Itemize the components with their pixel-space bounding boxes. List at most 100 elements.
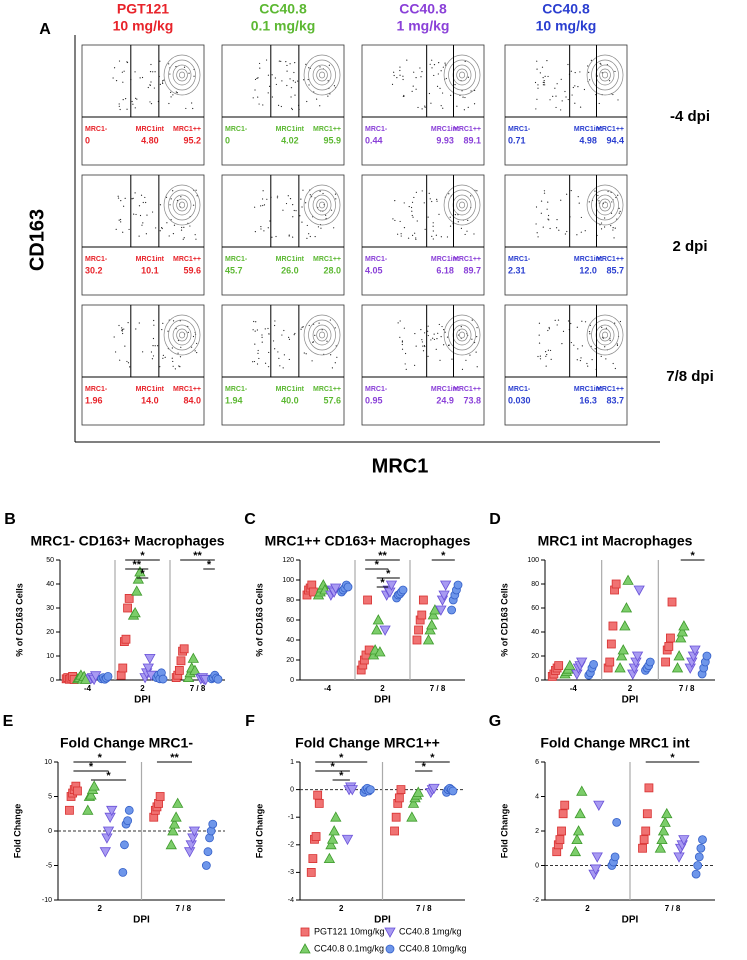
- y-tick-label: -2: [288, 842, 294, 849]
- y-tick-label: 0: [50, 677, 54, 684]
- event-dot: [140, 194, 143, 196]
- contour: [456, 198, 468, 212]
- gate-label: MRC1++: [173, 256, 201, 263]
- contour: [308, 189, 336, 221]
- gate-percentage: 1.96: [85, 395, 103, 405]
- event-dot: [427, 334, 429, 337]
- event-dot: [467, 219, 469, 221]
- event-dot: [403, 327, 405, 329]
- data-point: [691, 869, 701, 879]
- legend-label: CC40.8 10mg/kg: [399, 943, 467, 953]
- gate-label: MRC1-: [85, 256, 108, 263]
- contour: [591, 189, 619, 221]
- event-dot: [185, 107, 187, 110]
- event-dot: [443, 329, 445, 331]
- event-dot: [301, 206, 303, 208]
- event-dot: [142, 222, 144, 224]
- data-point: [172, 797, 184, 808]
- event-dot: [276, 195, 279, 197]
- event-dot: [172, 365, 174, 367]
- event-dot: [576, 234, 578, 236]
- contour: [303, 54, 341, 96]
- data-point: [120, 840, 129, 850]
- gate-percentage: 85.7: [606, 265, 624, 275]
- gate-label: MRC1++: [313, 256, 341, 263]
- y-tick-label: -4: [288, 897, 294, 904]
- event-dot: [427, 216, 429, 218]
- event-dot: [539, 355, 541, 357]
- event-dot: [560, 109, 562, 111]
- data-point: [313, 790, 323, 800]
- event-dot: [264, 362, 267, 364]
- event-dot: [132, 197, 134, 199]
- gate-label: MRC1int: [574, 126, 603, 133]
- event-dot: [549, 227, 551, 230]
- chart-title: Fold Change MRC1-: [60, 735, 193, 751]
- contour: [312, 64, 332, 86]
- event-dot: [546, 60, 548, 62]
- event-dot: [424, 106, 426, 108]
- event-dot: [258, 62, 261, 65]
- data-point: [341, 834, 354, 846]
- x-tick-label: 2: [339, 904, 344, 913]
- event-dot: [183, 237, 185, 239]
- data-point: [299, 943, 311, 954]
- data-point: [407, 797, 420, 808]
- event-dot: [118, 324, 120, 327]
- event-dot: [131, 198, 133, 200]
- x-axis-label: MRC1: [372, 455, 429, 477]
- event-dot: [334, 193, 337, 195]
- event-dot: [540, 200, 543, 202]
- event-dot: [440, 236, 442, 238]
- contour: [163, 314, 201, 356]
- event-dot: [152, 355, 155, 357]
- gate-percentage: 24.9: [436, 395, 454, 405]
- legend-label: PGT121 10mg/kg: [314, 926, 385, 936]
- significance-label: *: [140, 550, 145, 562]
- gate-percentage: 30.2: [85, 265, 103, 275]
- contour: [172, 194, 192, 216]
- column-subtitle: 0.1 mg/kg: [251, 18, 316, 34]
- event-dot: [122, 81, 124, 83]
- event-dot: [549, 99, 551, 101]
- data-point: [554, 661, 564, 670]
- y-axis-label: % of CD163 Cells: [499, 583, 509, 657]
- event-dot: [335, 345, 337, 347]
- contour: [586, 314, 624, 356]
- event-dot: [155, 227, 157, 229]
- event-dot: [392, 218, 394, 220]
- contour: [168, 319, 196, 351]
- event-dot: [261, 334, 263, 336]
- gate-label: MRC1++: [173, 126, 201, 133]
- event-dot: [427, 330, 429, 332]
- data-point: [406, 811, 418, 822]
- data-point: [124, 805, 134, 815]
- chart-title: Fold Change MRC1 int: [540, 735, 690, 751]
- event-dot: [112, 77, 114, 79]
- event-dot: [277, 351, 279, 353]
- row-label: 7/8 dpi: [666, 368, 714, 385]
- event-dot: [612, 93, 614, 96]
- significance-label: *: [330, 761, 335, 773]
- event-dot: [604, 217, 606, 219]
- event-dot: [173, 224, 176, 226]
- event-dot: [126, 360, 128, 363]
- event-dot: [564, 90, 566, 93]
- event-dot: [192, 107, 194, 110]
- event-dot: [474, 89, 476, 92]
- gate-label: MRC1int: [136, 386, 165, 393]
- gate-label: MRC1-: [225, 126, 248, 133]
- event-dot: [135, 213, 137, 216]
- event-dot: [537, 84, 539, 86]
- event-dot: [255, 321, 257, 323]
- event-dot: [401, 341, 403, 343]
- event-dot: [607, 190, 609, 193]
- data-point: [116, 670, 126, 680]
- data-point: [201, 861, 211, 870]
- event-dot: [252, 361, 254, 363]
- data-point: [673, 650, 685, 661]
- event-dot: [293, 71, 295, 74]
- event-dot: [587, 65, 589, 67]
- event-dot: [615, 196, 617, 199]
- event-dot: [442, 66, 444, 68]
